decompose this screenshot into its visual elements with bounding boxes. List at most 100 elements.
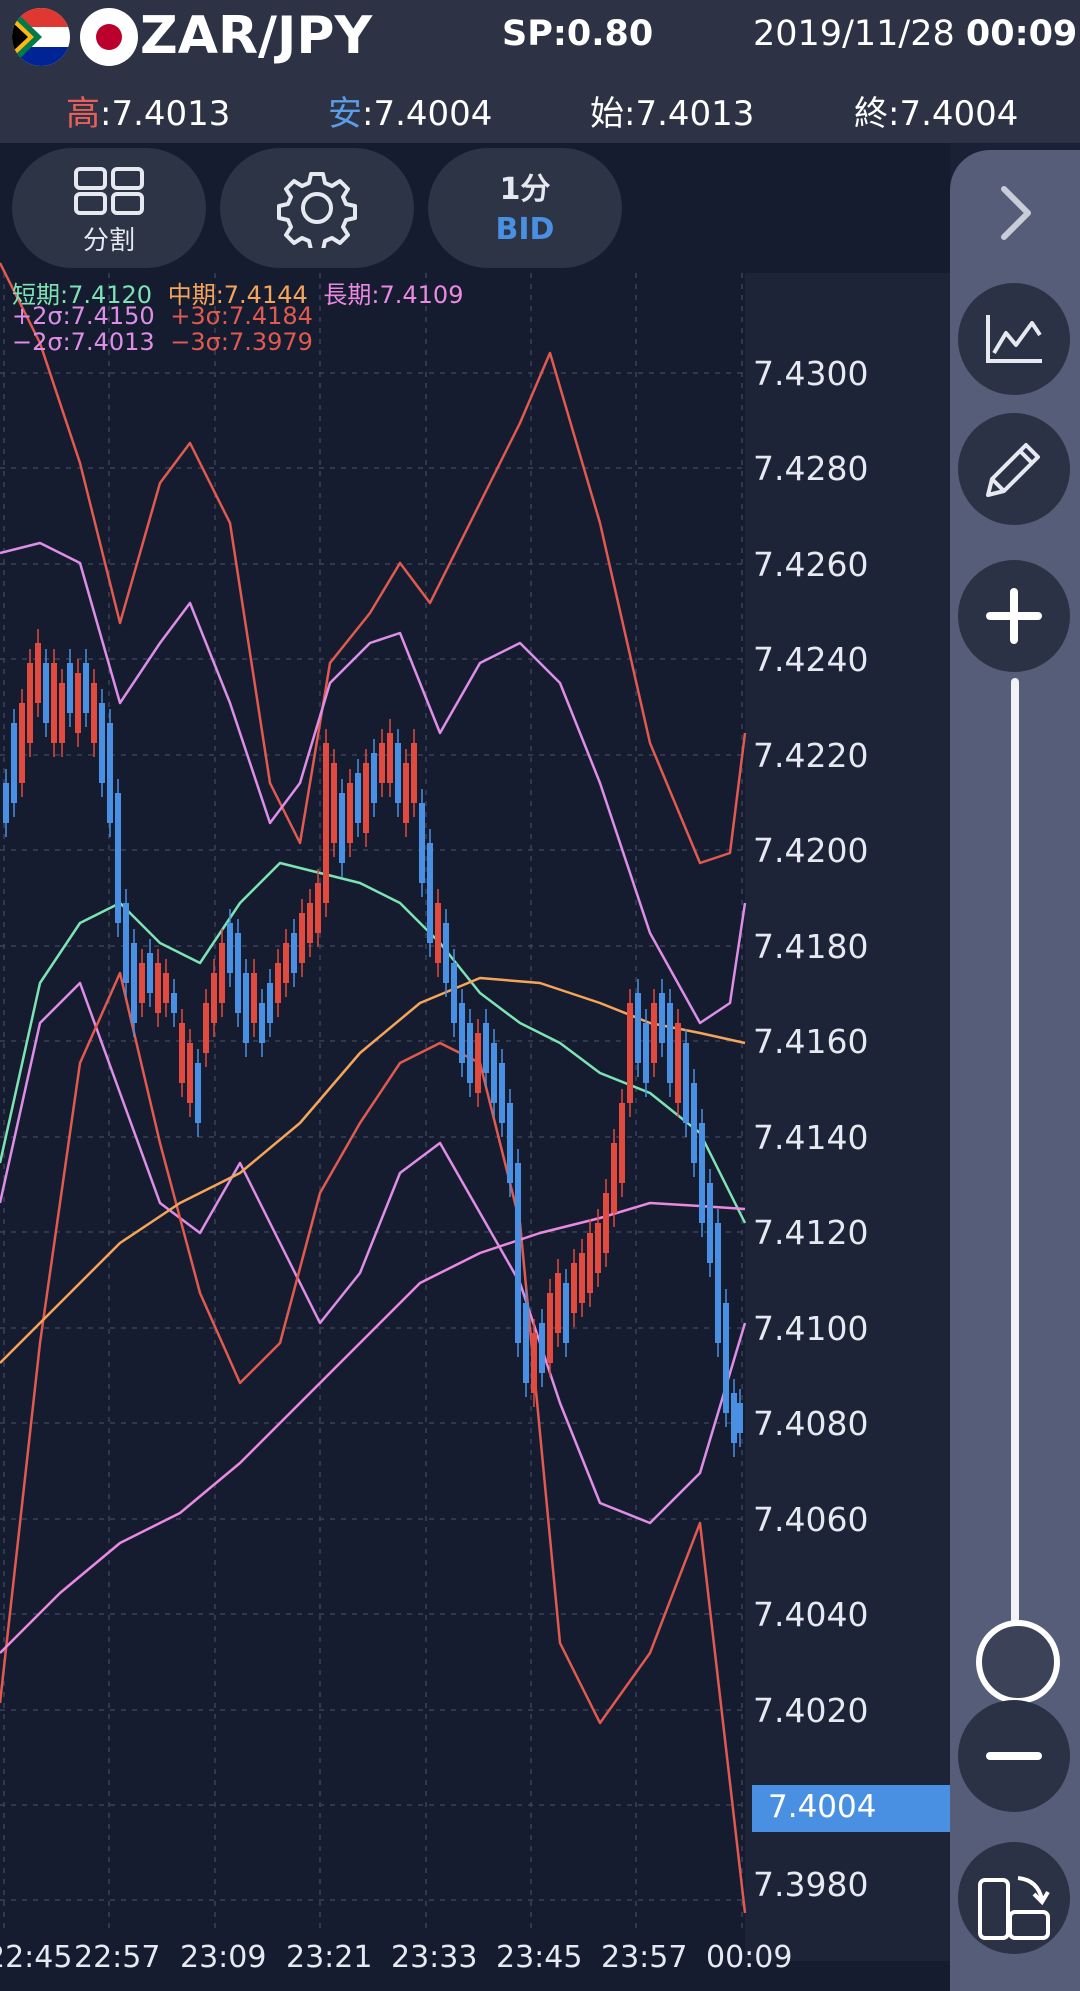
candle-body bbox=[507, 1103, 513, 1183]
time-text: 00:09 bbox=[965, 14, 1078, 54]
y-tick: 7.4140 bbox=[753, 1118, 869, 1157]
candle-body bbox=[315, 883, 321, 933]
gear-icon bbox=[277, 172, 357, 248]
low-value: :7.4004 bbox=[362, 94, 493, 134]
sma-short-value: 短期:7.4120 bbox=[12, 281, 153, 309]
candle-body bbox=[267, 983, 273, 1023]
candle-body bbox=[467, 1023, 473, 1083]
candle-body bbox=[259, 1003, 265, 1043]
zoom-out-button[interactable] bbox=[958, 1700, 1070, 1812]
candle-body bbox=[27, 663, 33, 743]
candle-body bbox=[731, 1393, 737, 1443]
candle-body bbox=[643, 1023, 649, 1083]
y-tick: 7.4120 bbox=[753, 1213, 869, 1252]
candle-body bbox=[59, 683, 65, 743]
candle-body bbox=[51, 663, 57, 743]
low-price: 安:7.4004 bbox=[328, 86, 492, 135]
zoom-slider-thumb[interactable] bbox=[976, 1620, 1060, 1704]
candle-body bbox=[243, 973, 249, 1043]
y-tick: 7.4220 bbox=[753, 736, 869, 775]
line-chart-icon bbox=[986, 315, 1042, 363]
y-tick: 7.4260 bbox=[753, 545, 869, 584]
candle-body bbox=[251, 973, 257, 1023]
candle-body bbox=[595, 1223, 601, 1273]
bb-plus3-value: +3σ:7.4184 bbox=[170, 302, 313, 330]
candle-body bbox=[291, 933, 297, 973]
x-tick: 23:33 bbox=[391, 1940, 478, 1975]
high-label: 高 bbox=[66, 94, 100, 134]
draw-button[interactable] bbox=[958, 413, 1070, 525]
y-tick: 7.4100 bbox=[753, 1309, 869, 1348]
timeframe-button[interactable]: 1分 BID bbox=[428, 148, 622, 268]
split-view-button[interactable]: 分割 bbox=[12, 148, 206, 268]
indicator-button[interactable] bbox=[958, 283, 1070, 395]
candlestick-chart[interactable] bbox=[0, 143, 950, 1991]
candle-body bbox=[347, 783, 353, 843]
candle-body bbox=[691, 1083, 697, 1163]
rotate-screen-button[interactable] bbox=[958, 1842, 1070, 1954]
settings-button[interactable] bbox=[220, 148, 414, 268]
candle-body bbox=[491, 1043, 497, 1103]
candle-body bbox=[307, 903, 313, 943]
currency-pair-title[interactable]: ZAR/JPY bbox=[140, 6, 373, 66]
candle-body bbox=[403, 763, 409, 823]
x-tick: 23:45 bbox=[496, 1940, 583, 1975]
last-price-marker: 7.4004 bbox=[752, 1785, 950, 1832]
candle-body bbox=[523, 1303, 529, 1383]
candle-body bbox=[515, 1163, 521, 1343]
bb-lower3-line bbox=[0, 971, 747, 1914]
x-tick: 23:09 bbox=[180, 1940, 267, 1975]
bb-upper2-line bbox=[0, 541, 747, 1025]
chevron-right-icon[interactable] bbox=[996, 185, 1036, 241]
high-value: :7.4013 bbox=[100, 94, 231, 134]
candle-body bbox=[195, 1063, 201, 1123]
candle-body bbox=[115, 793, 121, 923]
x-tick: 23:57 bbox=[601, 1940, 688, 1975]
candle-body bbox=[283, 943, 289, 983]
y-tick: 7.4240 bbox=[753, 640, 869, 679]
close-label: 終 bbox=[854, 94, 888, 134]
candle-body bbox=[339, 793, 345, 863]
zoom-slider-track[interactable] bbox=[1011, 678, 1019, 1663]
candle-body bbox=[443, 923, 449, 983]
candle-body bbox=[563, 1283, 569, 1343]
price-type-label: BID bbox=[495, 212, 555, 247]
date-text: 2019/11/28 bbox=[753, 14, 955, 54]
candle-body bbox=[707, 1183, 713, 1263]
zar-flag-icon bbox=[12, 8, 70, 66]
open-price: 始:7.4013 bbox=[590, 86, 754, 135]
sma-mid-line bbox=[0, 976, 746, 1364]
candle-body bbox=[411, 743, 417, 803]
candle-body bbox=[737, 1403, 743, 1433]
close-price: 終:7.4004 bbox=[854, 86, 1018, 135]
candle-body bbox=[699, 1123, 705, 1223]
candle-body bbox=[499, 1063, 505, 1123]
candle-body bbox=[131, 943, 137, 1023]
candle-body bbox=[459, 1003, 465, 1063]
candle-body bbox=[627, 1003, 633, 1103]
y-tick: 7.4280 bbox=[753, 449, 869, 488]
ma-legend: 短期:7.4120 中期:7.4144 長期:7.4109 bbox=[12, 275, 463, 310]
candle-body bbox=[163, 973, 169, 1003]
candle-body bbox=[43, 663, 49, 723]
y-tick: 7.4080 bbox=[753, 1404, 869, 1443]
y-tick: 7.3980 bbox=[753, 1865, 869, 1904]
y-tick: 7.4160 bbox=[753, 1022, 869, 1061]
x-tick: 00:09 bbox=[706, 1940, 793, 1975]
candle-body bbox=[723, 1303, 729, 1413]
candle-body bbox=[139, 963, 145, 1003]
bb-upper3-line bbox=[0, 262, 747, 865]
spread-label: SP:0.80 bbox=[502, 14, 654, 54]
candle-body bbox=[387, 733, 393, 783]
candle-body bbox=[219, 943, 225, 1003]
candle-body bbox=[483, 1023, 489, 1073]
candle-body bbox=[155, 963, 161, 1013]
candle-body bbox=[675, 1023, 681, 1103]
candle-body bbox=[427, 843, 433, 943]
zoom-in-button[interactable] bbox=[958, 560, 1070, 672]
open-label: 始 bbox=[590, 94, 624, 134]
candle-body bbox=[531, 1333, 537, 1393]
bb-minus3-value: −3σ:7.3979 bbox=[170, 328, 313, 356]
open-value: :7.4013 bbox=[624, 94, 755, 134]
bb-plus2-value: +2σ:7.4150 bbox=[12, 302, 155, 330]
